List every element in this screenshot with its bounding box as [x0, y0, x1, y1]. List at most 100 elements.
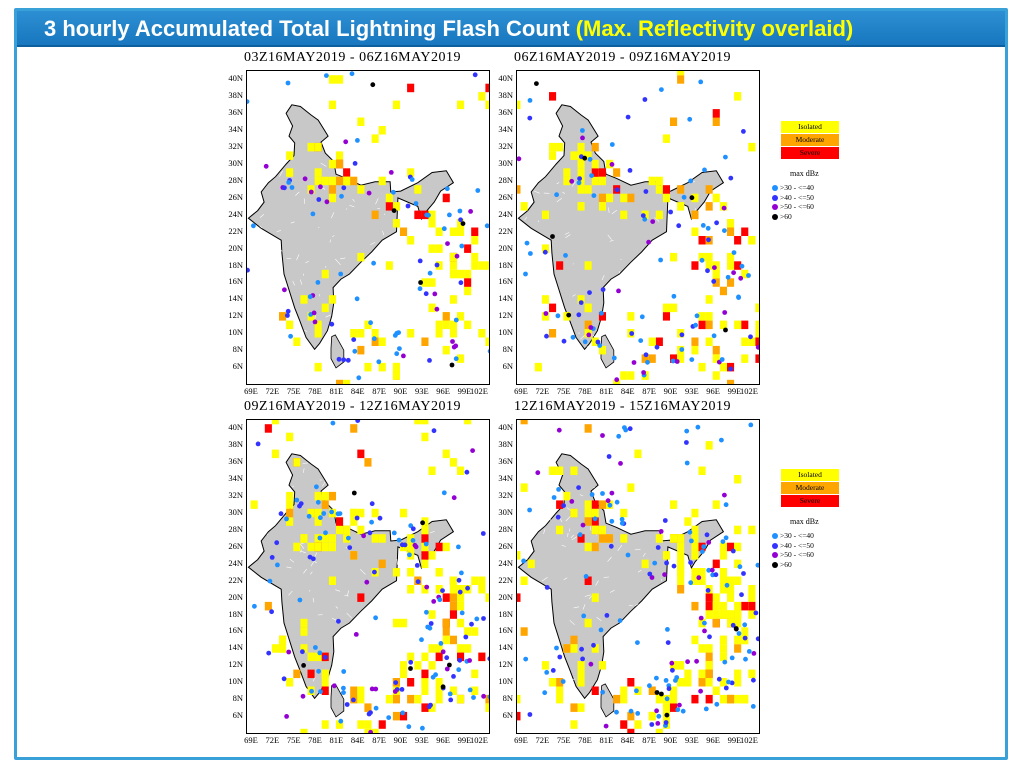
x-tick-label: 96E	[436, 735, 450, 745]
lightning-cell	[627, 312, 635, 321]
reflectivity-point	[694, 313, 700, 319]
reflectivity-point	[315, 499, 321, 505]
lightning-cell	[264, 424, 272, 433]
reflectivity-point	[456, 577, 462, 583]
reflectivity-point	[391, 208, 397, 214]
y-tick-label: 28N	[228, 174, 243, 185]
lightning-cell	[670, 661, 678, 670]
lightning-cell	[691, 193, 699, 203]
lightning-cell	[321, 500, 329, 509]
lightning-cell	[321, 542, 329, 552]
reflectivity-point	[428, 621, 434, 626]
reflectivity-point	[581, 613, 587, 619]
reflectivity-point	[687, 529, 693, 535]
lightning-cell	[300, 728, 308, 733]
y-tick-label: 14N	[228, 642, 243, 653]
lightning-cell	[485, 703, 489, 712]
y-tick-label: 6N	[502, 710, 513, 721]
lightning-map-svg	[247, 71, 489, 384]
reflectivity-point	[457, 208, 463, 214]
reflectivity-point	[335, 511, 341, 517]
lightning-cell	[279, 635, 287, 645]
reflectivity-point	[609, 518, 615, 524]
district-line	[276, 229, 282, 233]
lightning-cell	[591, 542, 599, 552]
reflectivity-point	[391, 189, 396, 195]
reflectivity-point	[369, 501, 375, 507]
reflectivity-point	[433, 672, 438, 678]
reflectivity-point	[706, 567, 712, 573]
lightning-cell	[648, 711, 656, 721]
lightning-cell	[385, 261, 393, 270]
reflectivity-point	[618, 461, 623, 466]
district-line	[310, 560, 315, 567]
legend-isolated: Isolated	[781, 121, 839, 133]
lightning-cell	[421, 669, 429, 679]
lightning-cell	[620, 694, 628, 704]
lightning-map-svg	[517, 420, 759, 733]
lightning-cell	[577, 678, 585, 687]
lightning-cell	[734, 525, 742, 535]
reflectivity-point	[680, 708, 686, 714]
reflectivity-point	[609, 142, 615, 147]
reflectivity-point	[313, 645, 318, 650]
reflectivity-point	[316, 197, 322, 202]
reflectivity-point	[543, 311, 549, 316]
lightning-cell	[698, 669, 706, 679]
lightning-cell	[719, 286, 727, 296]
lightning-cell	[286, 508, 294, 518]
reflectivity-point	[755, 636, 759, 642]
reflectivity-point	[361, 533, 366, 539]
y-tick-label: 8N	[232, 344, 243, 355]
lightning-cell	[541, 244, 549, 253]
reflectivity-point	[324, 199, 330, 205]
lightning-cell	[570, 644, 578, 653]
reflectivity-point	[373, 615, 378, 621]
lightning-map-svg	[517, 71, 759, 384]
reflectivity-point	[725, 274, 731, 280]
reflectivity-point	[711, 279, 717, 284]
reflectivity-point	[720, 539, 726, 544]
lightning-cell	[400, 618, 408, 628]
lightning-cell	[570, 466, 578, 475]
reflectivity-point	[407, 552, 412, 558]
lightning-cell	[435, 678, 443, 687]
lightning-cell	[691, 261, 699, 270]
lightning-cell	[556, 500, 564, 509]
lightning-cell	[457, 100, 465, 110]
reflectivity-point	[315, 280, 321, 285]
lightning-cell	[549, 466, 557, 475]
lightning-cell	[464, 286, 472, 296]
reflectivity-point	[583, 574, 589, 579]
lightning-cell	[457, 312, 465, 321]
reflectivity-point	[576, 180, 582, 186]
reflectivity-point	[255, 441, 261, 447]
lightning-cell	[293, 458, 301, 467]
lightning-cell	[712, 345, 720, 355]
reflectivity-point	[456, 544, 461, 550]
x-tick-label: 99E	[457, 735, 472, 745]
district-line	[375, 198, 379, 205]
reflectivity-point	[401, 353, 406, 359]
district-line	[570, 678, 576, 681]
reflectivity-point	[722, 310, 728, 315]
lightning-map-svg	[247, 420, 489, 733]
lightning-cell	[314, 491, 322, 501]
lightning-cell	[442, 193, 450, 203]
x-tick-label: 69E	[514, 735, 528, 745]
reflectivity-point	[318, 515, 323, 521]
reflectivity-point	[723, 535, 729, 541]
reflectivity-point	[346, 535, 351, 541]
reflectivity-point	[269, 609, 274, 615]
reflectivity-point	[367, 530, 373, 536]
reflectivity-point	[580, 522, 586, 528]
reflectivity-point	[746, 273, 751, 278]
reflectivity-point	[561, 338, 567, 344]
district-line	[312, 676, 316, 682]
x-tick-label: 99E	[727, 735, 742, 745]
district-line	[524, 217, 528, 221]
lightning-cell	[336, 517, 344, 526]
reflectivity-point	[316, 668, 321, 674]
lightning-cell	[407, 236, 415, 245]
reflectivity-point	[338, 718, 344, 724]
